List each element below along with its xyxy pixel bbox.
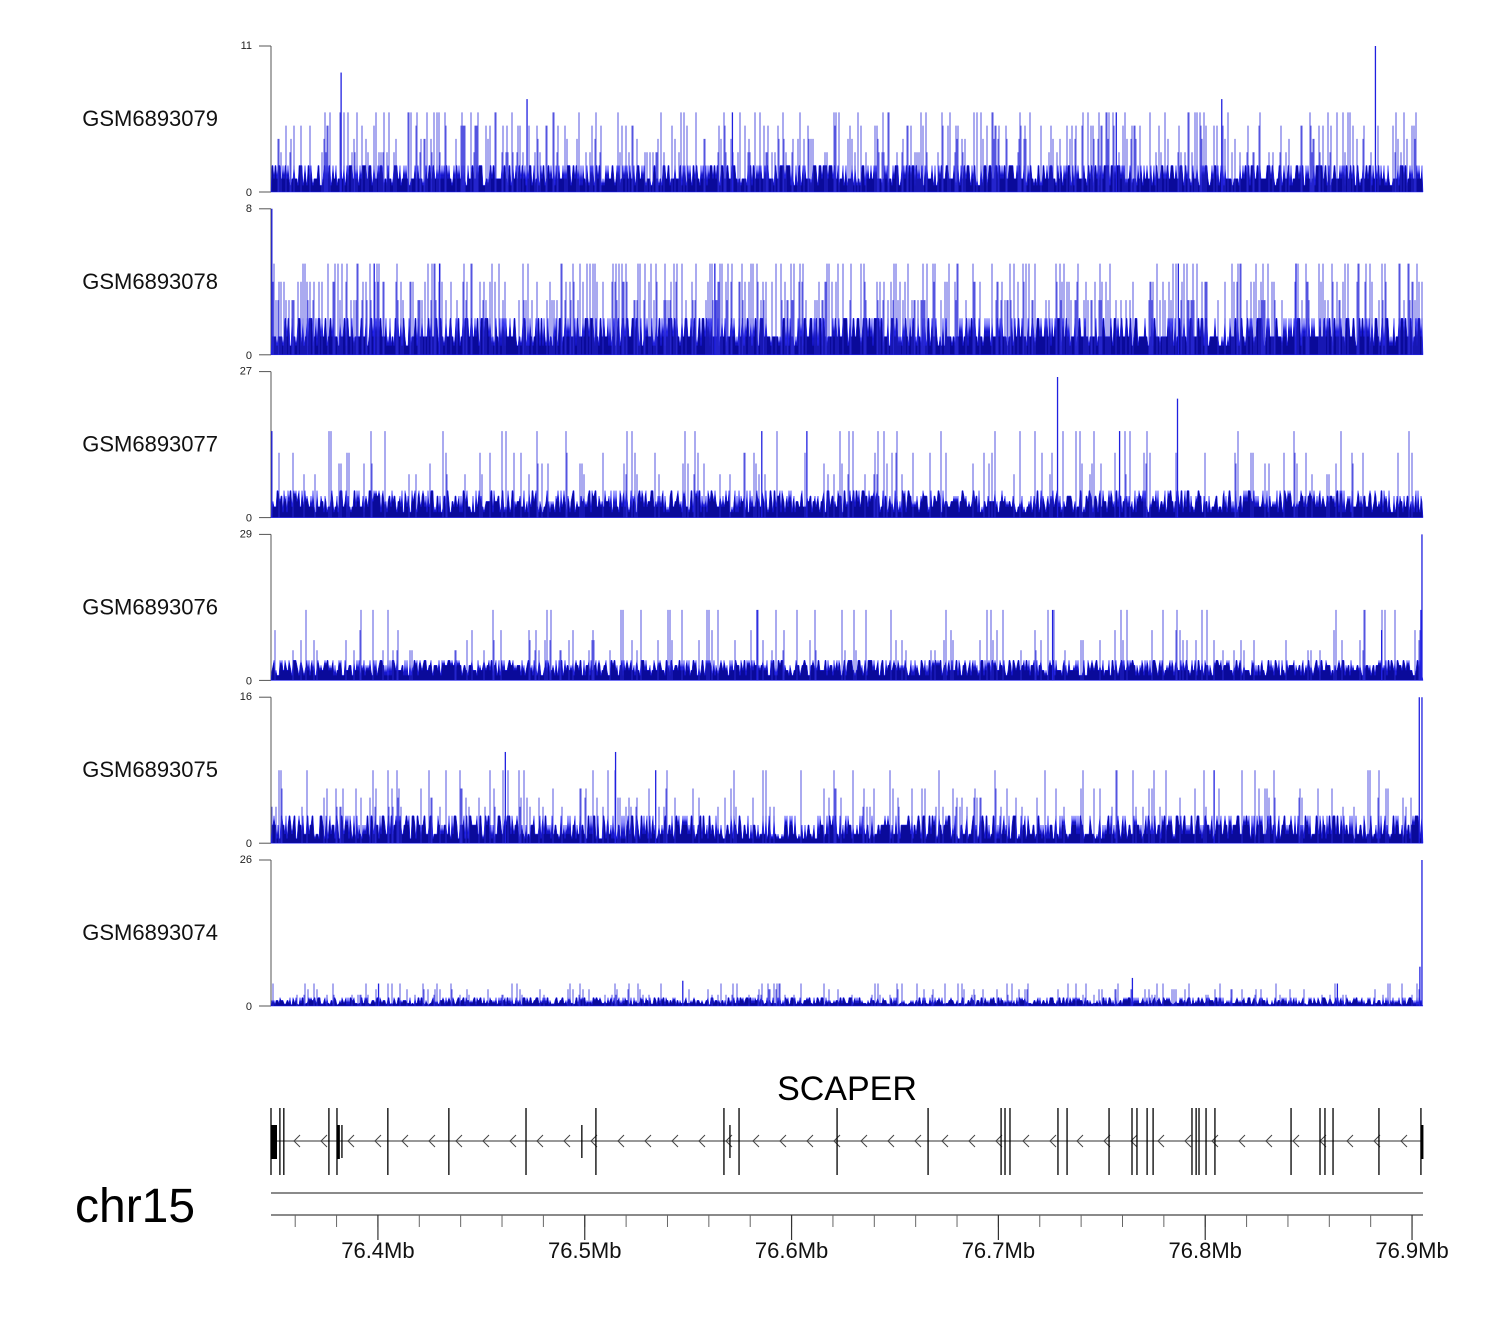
chromosome-label: chr15 <box>75 1180 195 1233</box>
y-tick-label-max: 11 <box>241 40 252 52</box>
signal-track-GSM6893078: GSM6893078 8 0 <box>82 203 1424 362</box>
strand-arrow-icon <box>536 1134 544 1148</box>
x-tick-label: 76.8Mb <box>1169 1238 1242 1263</box>
gene-track: SCAPER <box>270 1070 1424 1175</box>
strand-arrow-icon <box>1103 1134 1111 1148</box>
signal-track-GSM6893077: GSM6893077 27 0 <box>82 366 1424 525</box>
strand-arrow-icon <box>590 1134 598 1148</box>
strand-arrow-icon <box>833 1134 841 1148</box>
strand-arrow-icon <box>320 1134 328 1148</box>
signal-spikes <box>272 983 1420 1006</box>
strand-arrow-icon <box>698 1134 706 1148</box>
strand-arrow-icon <box>914 1134 922 1148</box>
strand-arrow-icon <box>347 1134 355 1148</box>
strand-arrow-icon <box>1373 1134 1381 1148</box>
strand-arrow-icon <box>1346 1134 1354 1148</box>
x-tick-label: 76.4Mb <box>341 1238 414 1263</box>
y-tick-label-max: 26 <box>240 854 252 866</box>
strand-arrow-icon <box>509 1134 517 1148</box>
y-tick-label-min: 0 <box>246 350 252 362</box>
strand-arrow-icon <box>1238 1134 1246 1148</box>
x-tick-label: 76.6Mb <box>755 1238 828 1263</box>
strand-arrow-icon <box>563 1134 571 1148</box>
signal-area <box>270 815 1424 844</box>
signal-area <box>270 318 1424 356</box>
strand-arrow-icon <box>860 1134 868 1148</box>
strand-arrow-icon <box>482 1134 490 1148</box>
strand-arrow-icon <box>752 1134 760 1148</box>
y-tick-label-min: 0 <box>246 187 252 199</box>
strand-arrow-icon <box>1157 1134 1165 1148</box>
strand-arrow-icon <box>1211 1134 1219 1148</box>
strand-arrow-icon <box>941 1134 949 1148</box>
strand-arrow-icon <box>374 1134 382 1148</box>
coding-exon-block <box>1420 1125 1424 1159</box>
strand-arrow-icon <box>995 1134 1003 1148</box>
strand-arrow-icon <box>887 1134 895 1148</box>
signal-track-GSM6893076: GSM6893076 29 0 <box>82 528 1424 687</box>
strand-arrow-icon <box>617 1134 625 1148</box>
strand-arrow-icon <box>293 1134 301 1148</box>
signal-track-GSM6893075: GSM6893075 16 0 <box>82 691 1424 850</box>
signal-area <box>270 165 1424 193</box>
signal-track-GSM6893074: GSM6893074 26 0 <box>82 854 1424 1013</box>
strand-arrow-icon <box>1292 1134 1300 1148</box>
signal-spikes <box>271 770 1412 844</box>
strand-arrow-icon <box>1049 1134 1057 1148</box>
strand-arrow-icon <box>1184 1134 1192 1148</box>
strand-arrow-icon <box>455 1134 463 1148</box>
strand-arrow-icon <box>806 1134 814 1148</box>
track-label: GSM6893075 <box>82 757 218 782</box>
x-tick-label: 76.5Mb <box>548 1238 621 1263</box>
gene-symbol-label: SCAPER <box>777 1070 917 1108</box>
y-tick-label-min: 0 <box>246 838 252 850</box>
strand-arrow-icon <box>1400 1134 1408 1148</box>
y-tick-label-min: 0 <box>246 513 252 525</box>
strand-arrow-icon <box>968 1134 976 1148</box>
track-label: GSM6893074 <box>82 920 218 945</box>
strand-arrow-icon <box>1265 1134 1273 1148</box>
y-tick-label-min: 0 <box>246 1001 252 1013</box>
x-tick-label: 76.9Mb <box>1375 1238 1448 1263</box>
strand-arrow-icon <box>1076 1134 1084 1148</box>
track-label: GSM6893077 <box>82 432 218 457</box>
y-tick-label-min: 0 <box>246 675 252 687</box>
strand-arrow-icon <box>779 1134 787 1148</box>
signal-area <box>270 660 1424 681</box>
y-tick-label-max: 8 <box>246 203 252 215</box>
track-label: GSM6893078 <box>82 269 218 294</box>
signal-area <box>270 490 1424 518</box>
gene-model <box>270 1108 1424 1175</box>
track-label: GSM6893076 <box>82 594 218 619</box>
y-tick-label-max: 16 <box>240 691 252 703</box>
coding-exon-block <box>271 1125 277 1159</box>
signal-spikes <box>277 112 1417 192</box>
genome-axis: chr15 76.4Mb 76.5Mb 76.6Mb 76.7Mb 76.8Mb 76.9… <box>75 1180 1449 1263</box>
track-label: GSM6893079 <box>82 106 218 131</box>
y-tick-label-max: 29 <box>240 528 252 540</box>
coding-exon-block <box>336 1125 340 1159</box>
signal-area <box>270 996 1424 1007</box>
strand-arrow-icon <box>1022 1134 1030 1148</box>
signal-spikes <box>278 431 1413 518</box>
signal-spikes <box>274 609 1421 681</box>
strand-arrow-icon <box>1130 1134 1138 1148</box>
strand-arrow-icon <box>644 1134 652 1148</box>
strand-arrow-icon <box>428 1134 436 1148</box>
strand-arrow-icon <box>671 1134 679 1148</box>
strand-arrow-icon <box>401 1134 409 1148</box>
y-tick-label-max: 27 <box>240 366 252 378</box>
signal-track-GSM6893079: GSM6893079 11 0 <box>82 40 1424 199</box>
x-tick-label: 76.7Mb <box>962 1238 1035 1263</box>
